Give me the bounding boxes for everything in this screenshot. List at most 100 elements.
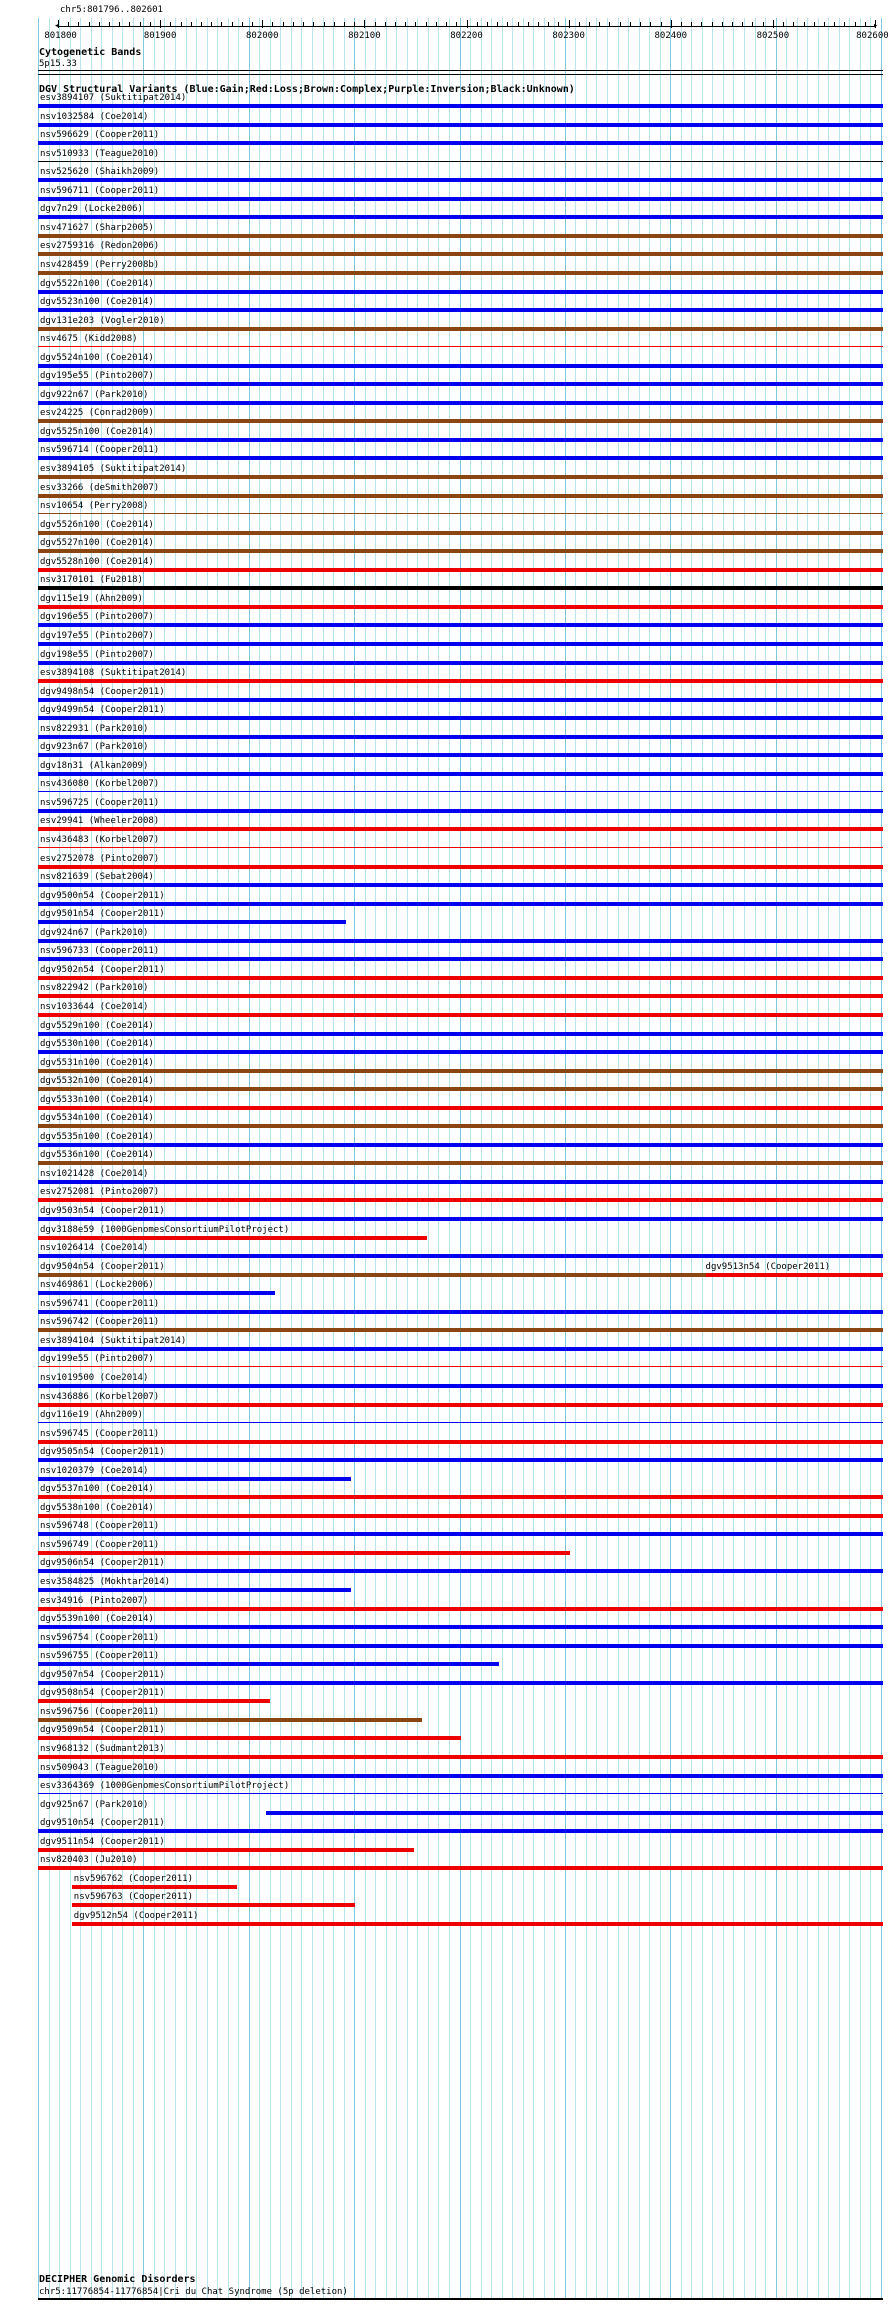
dgv-variant-bar[interactable] bbox=[38, 419, 883, 424]
dgv-variant-bar[interactable] bbox=[38, 1068, 883, 1073]
dgv-variant-row[interactable]: nsv596725 (Cooper2011) bbox=[0, 798, 890, 817]
dgv-variant-row[interactable]: dgv5535n100 (Coe2014) bbox=[0, 1132, 890, 1151]
dgv-variant-row[interactable]: dgv9498n54 (Cooper2011) bbox=[0, 687, 890, 706]
dgv-variant-bar[interactable] bbox=[38, 1643, 883, 1648]
dgv-variant-label[interactable]: dgv922n67 (Park2010) bbox=[40, 389, 149, 400]
dgv-variant-label[interactable]: nsv469861 (Locke2006) bbox=[40, 1280, 154, 1291]
dgv-variant-row[interactable]: nsv1021428 (Coe2014) bbox=[0, 1169, 890, 1188]
dgv-variant-bar[interactable] bbox=[38, 716, 883, 721]
dgv-variant-label[interactable]: esv2759316 (Redon2006) bbox=[40, 241, 160, 252]
dgv-variant-label[interactable]: dgv5534n100 (Coe2014) bbox=[40, 1113, 154, 1124]
dgv-variant-bar[interactable] bbox=[38, 196, 883, 201]
dgv-variant-row[interactable]: nsv1020379 (Coe2014) bbox=[0, 1466, 890, 1485]
dgv-variant-label[interactable]: nsv596763 (Cooper2011) bbox=[73, 1892, 194, 1903]
dgv-variant-row[interactable]: dgv5534n100 (Coe2014) bbox=[0, 1113, 890, 1132]
dgv-variant-bar[interactable] bbox=[38, 938, 883, 943]
dgv-variant-label[interactable]: dgv5528n100 (Coe2014) bbox=[40, 556, 154, 567]
dgv-variant-bar[interactable] bbox=[38, 1606, 883, 1611]
dgv-variant-row[interactable]: nsv596755 (Cooper2011) bbox=[0, 1651, 890, 1670]
dgv-variant-bar[interactable] bbox=[38, 957, 883, 962]
dgv-variant-label[interactable]: esv2752078 (Pinto2007) bbox=[40, 853, 160, 864]
dgv-variant-row[interactable]: nsv596711 (Cooper2011) bbox=[0, 186, 890, 205]
dgv-variant-bar[interactable] bbox=[38, 791, 883, 793]
dgv-variant-label[interactable]: dgv5533n100 (Coe2014) bbox=[40, 1094, 154, 1105]
dgv-variant-row[interactable]: dgv5536n100 (Coe2014) bbox=[0, 1150, 890, 1169]
dgv-variant-label[interactable]: dgv197e55 (Pinto2007) bbox=[40, 630, 154, 641]
dgv-variant-row[interactable]: nsv596749 (Cooper2011) bbox=[0, 1540, 890, 1559]
dgv-variant-label[interactable]: dgv5538n100 (Coe2014) bbox=[40, 1502, 154, 1513]
dgv-variant-bar[interactable] bbox=[38, 346, 883, 348]
dgv-variant-bar[interactable] bbox=[705, 1272, 883, 1277]
dgv-variant-bar[interactable] bbox=[38, 1031, 883, 1036]
dgv-variant-label[interactable]: nsv1021428 (Coe2014) bbox=[40, 1168, 149, 1179]
dgv-variant-bar[interactable] bbox=[38, 270, 883, 275]
dgv-variant-bar[interactable] bbox=[38, 641, 883, 646]
dgv-variant-row[interactable]: dgv3188e59 (1000GenomesConsortiumPilotPr… bbox=[0, 1225, 890, 1244]
dgv-variant-row[interactable]: dgv9504n54 (Cooper2011) dgv9513n54 (Coope… bbox=[0, 1262, 890, 1281]
dgv-variant-row[interactable]: esv3584825 (Mokhtar2014) bbox=[0, 1577, 890, 1596]
dgv-variant-row[interactable]: dgv9511n54 (Cooper2011) bbox=[0, 1837, 890, 1856]
dgv-variant-row[interactable]: dgv5525n100 (Coe2014) bbox=[0, 427, 890, 446]
dgv-variant-bar[interactable] bbox=[38, 1680, 883, 1685]
dgv-variant-row[interactable]: dgv9505n54 (Cooper2011) bbox=[0, 1447, 890, 1466]
dgv-variant-row[interactable]: esv3364369 (1000GenomesConsortiumPilotPr… bbox=[0, 1781, 890, 1800]
dgv-variant-bar[interactable] bbox=[38, 604, 883, 609]
dgv-variant-label[interactable]: nsv596733 (Cooper2011) bbox=[40, 946, 160, 957]
dgv-variant-row[interactable]: dgv199e55 (Pinto2007) bbox=[0, 1354, 890, 1373]
dgv-variant-label[interactable]: nsv968132 (Sudmant2013) bbox=[40, 1743, 165, 1754]
dgv-variant-label[interactable]: dgv9506n54 (Cooper2011) bbox=[40, 1558, 165, 1569]
dgv-variant-row[interactable]: dgv9503n54 (Cooper2011) bbox=[0, 1206, 890, 1225]
dgv-variant-bar[interactable] bbox=[38, 437, 883, 442]
dgv-variant-row[interactable]: esv3894107 (Suktitipat2014) bbox=[0, 93, 890, 112]
dgv-variant-bar[interactable] bbox=[38, 1736, 461, 1741]
dgv-variant-label[interactable]: esv3584825 (Mokhtar2014) bbox=[40, 1577, 171, 1587]
dgv-variant-label[interactable]: nsv1032584 (Coe2014) bbox=[40, 111, 149, 122]
dgv-variant-bar[interactable] bbox=[38, 771, 883, 776]
dgv-variant-bar[interactable] bbox=[38, 493, 883, 498]
dgv-variant-label[interactable]: esv2752081 (Pinto2007) bbox=[40, 1187, 160, 1198]
dgv-variant-row[interactable]: dgv5530n100 (Coe2014) bbox=[0, 1039, 890, 1058]
dgv-variant-bar[interactable] bbox=[38, 122, 883, 127]
dgv-variant-bar[interactable] bbox=[38, 1161, 883, 1166]
dgv-variant-label[interactable]: esv3894104 (Suktitipat2014) bbox=[40, 1335, 187, 1346]
dgv-variant-bar[interactable] bbox=[38, 1532, 883, 1537]
dgv-variant-label[interactable]: dgv5532n100 (Coe2014) bbox=[40, 1076, 154, 1087]
dgv-variant-label[interactable]: dgv198e55 (Pinto2007) bbox=[40, 649, 154, 660]
dgv-variant-row[interactable]: dgv195e55 (Pinto2007) bbox=[0, 371, 890, 390]
dgv-variant-label[interactable]: nsv596748 (Cooper2011) bbox=[40, 1521, 160, 1532]
dgv-variant-label[interactable]: dgv9500n54 (Cooper2011) bbox=[40, 890, 165, 901]
dgv-variant-bar[interactable] bbox=[38, 1866, 883, 1871]
dgv-variant-row[interactable]: nsv596748 (Cooper2011) bbox=[0, 1521, 890, 1540]
dgv-variant-bar[interactable] bbox=[38, 400, 883, 405]
dgv-variant-label[interactable]: nsv596629 (Cooper2011) bbox=[40, 130, 160, 141]
dgv-variant-label[interactable]: nsv820403 (Ju2010) bbox=[40, 1855, 138, 1866]
dgv-variant-row[interactable]: nsv596741 (Cooper2011) bbox=[0, 1299, 890, 1318]
dgv-variant-bar[interactable] bbox=[38, 1366, 883, 1368]
dgv-variant-bar[interactable] bbox=[38, 104, 883, 108]
dgv-variant-bar[interactable] bbox=[38, 994, 883, 999]
dgv-variant-label[interactable]: dgv9513n54 (Cooper2011) bbox=[705, 1261, 831, 1272]
dgv-variant-bar[interactable] bbox=[38, 1476, 351, 1481]
dgv-variant-row[interactable]: nsv821639 (Sebat2004) bbox=[0, 872, 890, 891]
dgv-variant-label[interactable]: esv34916 (Pinto2007) bbox=[40, 1595, 149, 1606]
dgv-variant-row[interactable]: nsv436080 (Korbel2007) bbox=[0, 779, 890, 798]
dgv-variant-label[interactable]: nsv596749 (Cooper2011) bbox=[40, 1539, 160, 1550]
dgv-variant-bar[interactable] bbox=[38, 1439, 883, 1444]
dgv-variant-bar[interactable] bbox=[38, 513, 883, 515]
dgv-variant-label[interactable]: dgv5536n100 (Coe2014) bbox=[40, 1150, 154, 1161]
dgv-variant-bar[interactable] bbox=[38, 808, 883, 813]
dgv-variant-bar[interactable] bbox=[266, 1810, 883, 1815]
dgv-variant-label[interactable]: nsv10654 (Perry2008) bbox=[40, 501, 149, 512]
dgv-variant-bar[interactable] bbox=[71, 1884, 237, 1889]
dgv-variant-bar[interactable] bbox=[38, 1569, 883, 1574]
dgv-variant-label[interactable]: esv29941 (Wheeler2008) bbox=[40, 816, 160, 827]
dgv-variant-bar[interactable] bbox=[38, 308, 883, 313]
dgv-variant-label[interactable]: esv24225 (Conrad2009) bbox=[40, 408, 154, 419]
dgv-variant-label[interactable]: dgv199e55 (Pinto2007) bbox=[40, 1354, 154, 1365]
dgv-variant-row[interactable]: dgv925n67 (Park2010) bbox=[0, 1800, 890, 1819]
dgv-variant-row[interactable]: nsv1032584 (Coe2014) bbox=[0, 112, 890, 131]
dgv-variant-label[interactable]: nsv510933 (Teague2010) bbox=[40, 148, 160, 159]
dgv-variant-label[interactable]: nsv471627 (Sharp2005) bbox=[40, 222, 154, 233]
dgv-variant-label[interactable]: nsv1033644 (Coe2014) bbox=[40, 1001, 149, 1012]
dgv-variant-bar[interactable] bbox=[38, 1550, 571, 1555]
